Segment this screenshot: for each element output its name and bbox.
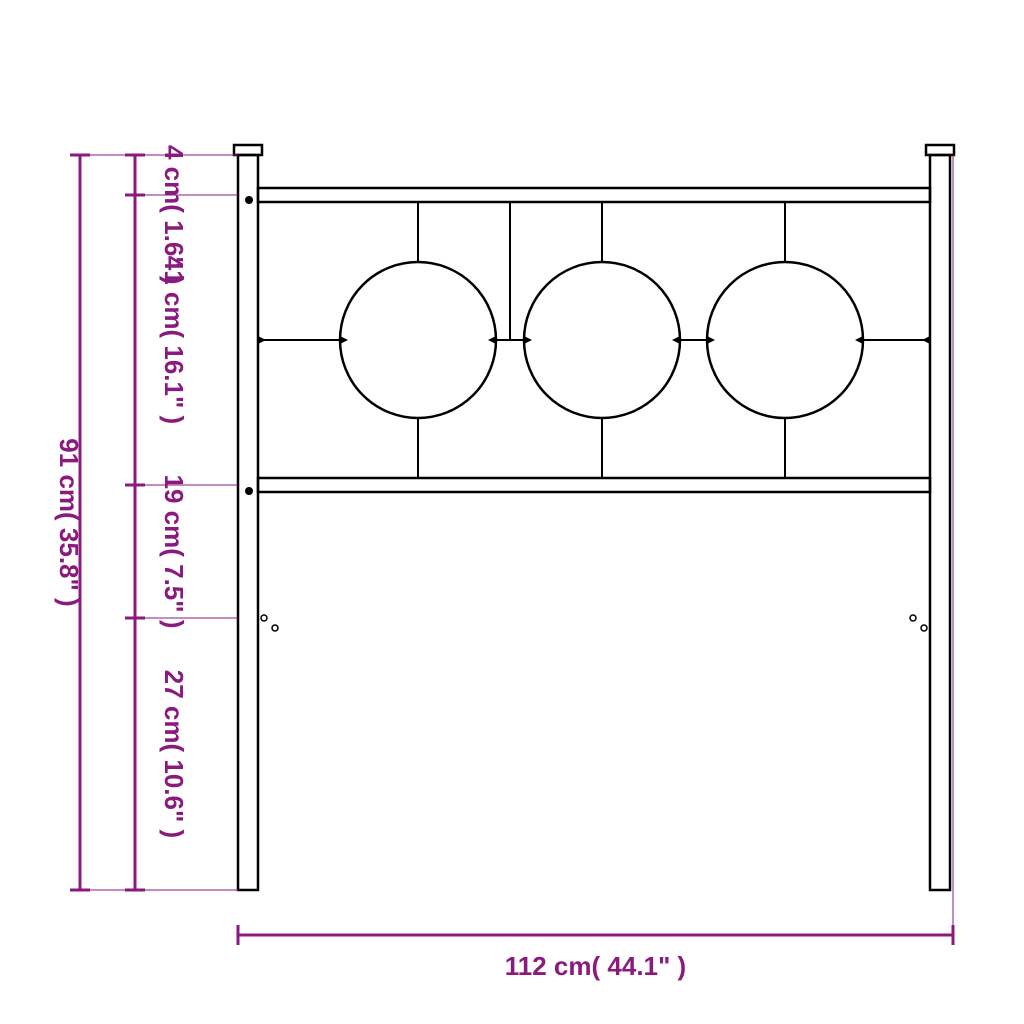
seg4-label: 27 cm( 10.6" ) <box>159 670 189 838</box>
seg2-label: 41 cm( 16.1" ) <box>159 256 189 424</box>
width-label: 112 cm( 44.1" ) <box>505 951 686 981</box>
height-total-label: 91 cm( 35.8" ) <box>54 438 84 606</box>
seg3-label: 19 cm( 7.5" ) <box>159 475 189 629</box>
